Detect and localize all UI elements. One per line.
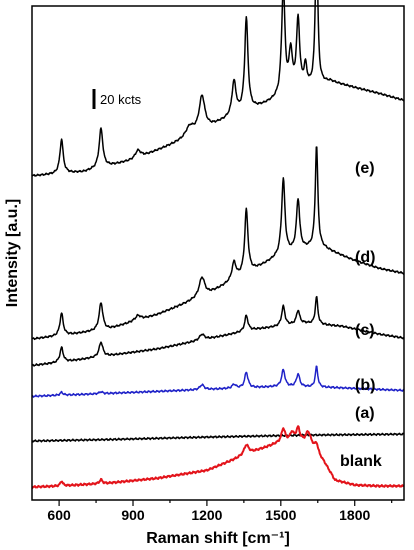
scale-bar: 20 kcts xyxy=(92,89,142,109)
x-axis-title: Raman shift [cm⁻¹] xyxy=(146,530,290,547)
series-line-c xyxy=(31,295,405,367)
series-line-b xyxy=(31,365,405,398)
scale-bar-label: 20 kcts xyxy=(100,92,142,107)
series-line-d xyxy=(31,146,405,341)
plot-frame xyxy=(31,5,405,501)
curve-labels: (e) (d) (c) (b) (a) blank xyxy=(340,160,382,470)
curve-label-b: (b) xyxy=(355,377,375,394)
curve-label-e: (e) xyxy=(355,160,375,177)
spectra-curves xyxy=(31,0,405,489)
y-axis-title: Intensity [a.u.] xyxy=(4,199,21,307)
series-line-e xyxy=(31,0,405,177)
x-axis-ticks: 600 900 1200 1500 1800 xyxy=(47,500,393,523)
curve-label-a: (a) xyxy=(355,405,375,422)
curve-label-d: (d) xyxy=(355,249,375,266)
x-tick-label: 900 xyxy=(121,507,145,523)
x-tick-label: 600 xyxy=(47,507,71,523)
x-tick-label: 1500 xyxy=(265,507,296,523)
x-tick-label: 1800 xyxy=(339,507,370,523)
curve-label-blank: blank xyxy=(340,453,382,470)
x-tick-label: 1200 xyxy=(191,507,222,523)
series-line-a xyxy=(31,432,405,443)
curve-label-c: (c) xyxy=(355,322,375,339)
axes xyxy=(31,5,405,501)
series-line-blank xyxy=(31,425,405,489)
